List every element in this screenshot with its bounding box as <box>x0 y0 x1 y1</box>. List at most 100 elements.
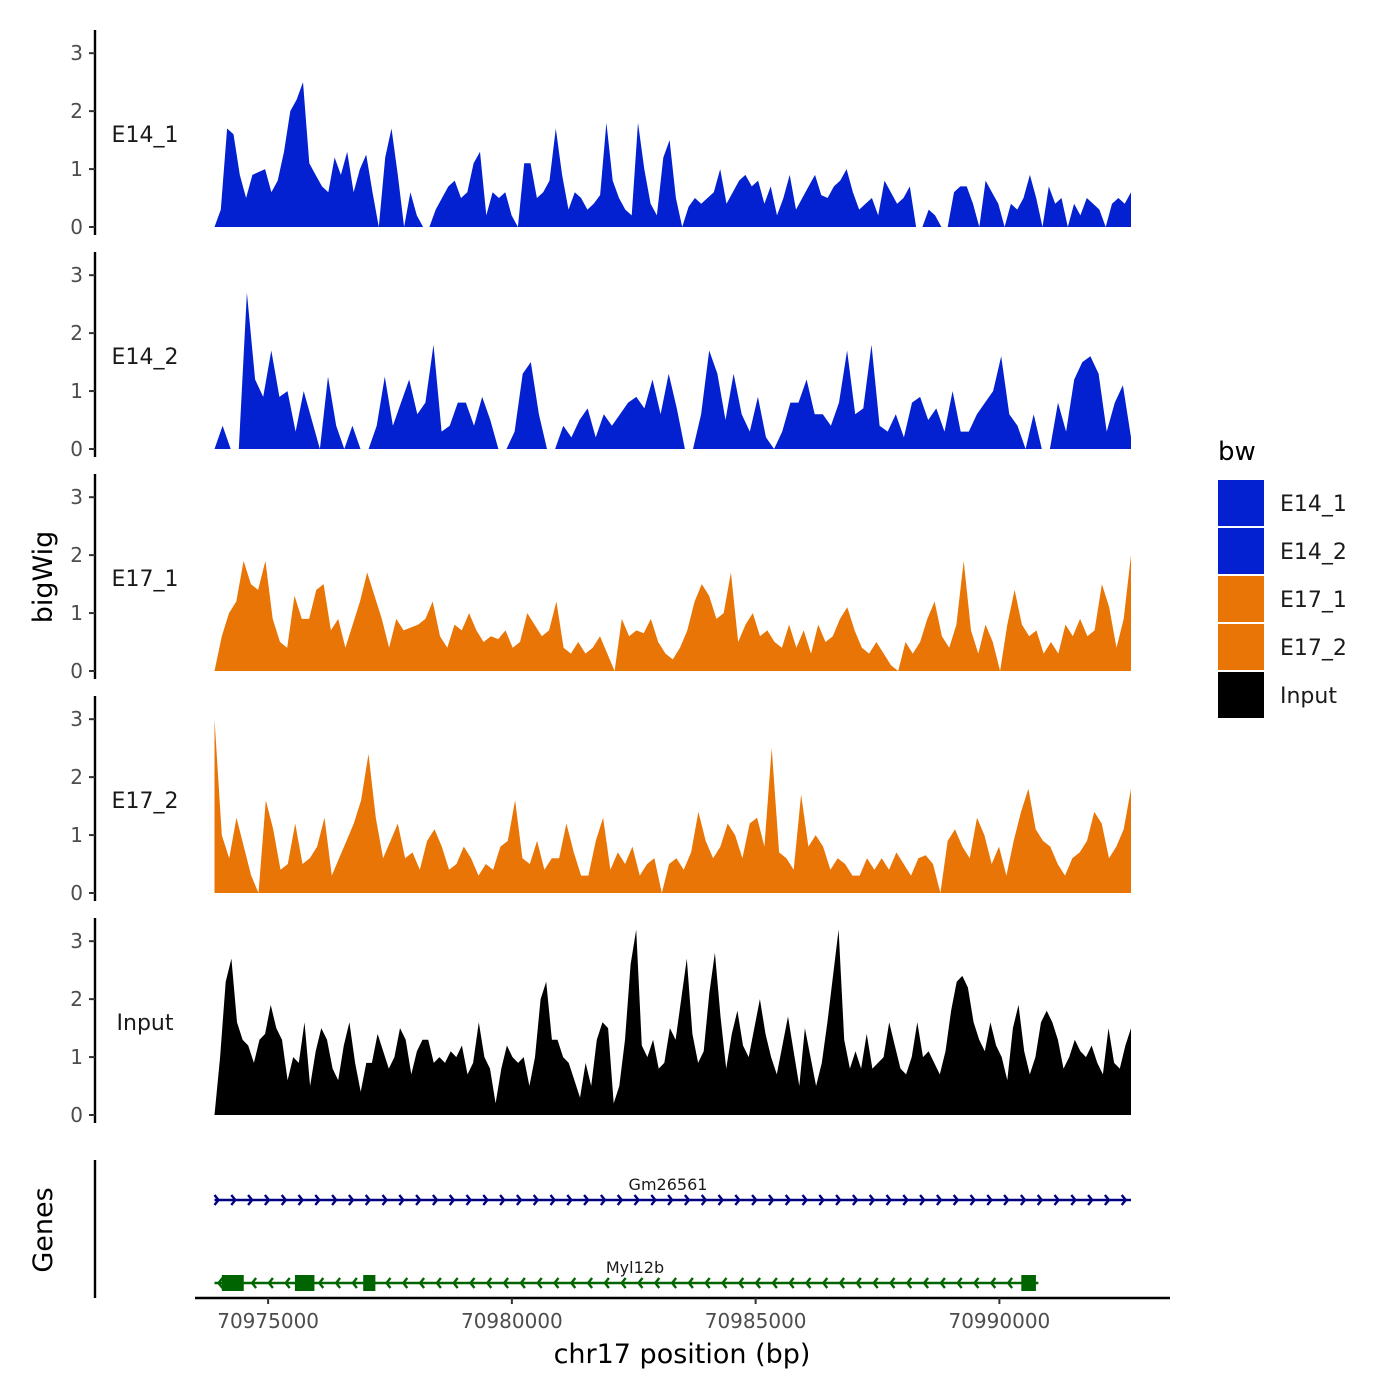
strand-arrow <box>734 1194 741 1206</box>
exon <box>1021 1275 1036 1291</box>
y-tick-label: 1 <box>70 823 83 847</box>
strand-arrow <box>1019 1194 1027 1206</box>
legend-key-E17_2 <box>1218 624 1264 670</box>
legend-key-E14_2 <box>1218 528 1264 574</box>
x-axis: 70975000 70980000 70985000 70990000 <box>195 1296 1170 1333</box>
strand-arrow <box>885 1194 893 1206</box>
y-tick-label: 0 <box>70 881 83 905</box>
strand-arrow <box>939 1277 946 1289</box>
strand-arrow <box>620 1277 627 1289</box>
y-axis-title: bigWig <box>28 531 59 624</box>
y-tick-label: 3 <box>70 41 83 65</box>
strand-arrow <box>636 1277 644 1289</box>
strand-arrow <box>767 1194 775 1206</box>
y-tick-label: 0 <box>70 437 83 461</box>
strand-arrow <box>384 1277 392 1289</box>
legend: bw E14_1 E14_2 E17_1 E17_2 Input <box>1218 437 1347 718</box>
legend-key-E14_1 <box>1218 480 1264 526</box>
strand-arrow <box>616 1194 624 1206</box>
strand-arrow <box>905 1277 913 1289</box>
strand-arrow <box>989 1277 997 1289</box>
track-label: E14_1 <box>112 123 179 148</box>
legend-key-E17_1 <box>1218 576 1264 622</box>
gene-Myl12b: Myl12b <box>214 1258 1039 1291</box>
strand-arrow <box>922 1277 930 1289</box>
strand-arrow <box>801 1194 809 1206</box>
strand-arrow <box>1053 1194 1061 1206</box>
strand-arrow <box>986 1194 993 1206</box>
track-label: E17_1 <box>112 567 179 592</box>
strand-arrow <box>851 1194 859 1206</box>
strand-arrow <box>347 1194 355 1206</box>
strand-arrow <box>515 1194 523 1206</box>
strand-arrow <box>1006 1277 1014 1289</box>
legend-key-Input <box>1218 672 1264 718</box>
strand-arrow <box>855 1277 862 1289</box>
strand-arrow <box>415 1194 422 1206</box>
strand-arrow <box>448 1194 456 1206</box>
strand-arrow <box>1036 1194 1044 1206</box>
strand-arrow <box>331 1194 338 1206</box>
strand-arrow <box>952 1194 960 1206</box>
track-label: Input <box>117 1011 174 1036</box>
y-tick-label: 2 <box>70 543 83 567</box>
strand-arrow <box>351 1277 358 1289</box>
strand-arrow <box>919 1194 926 1206</box>
strand-arrow <box>280 1194 288 1206</box>
strand-arrow <box>650 1194 657 1206</box>
strand-arrow <box>788 1277 795 1289</box>
track-label: E17_2 <box>112 789 179 814</box>
strand-arrow <box>804 1277 812 1289</box>
track-label: E14_2 <box>112 345 179 370</box>
strand-arrow <box>872 1277 879 1289</box>
strand-arrow <box>1087 1194 1094 1206</box>
strand-arrow <box>838 1277 846 1289</box>
strand-arrow <box>835 1194 842 1206</box>
strand-arrow <box>431 1194 439 1206</box>
gene-Gm26561: Gm26561 <box>213 1175 1131 1206</box>
track-E17_2: 0 1 2 3 E17_2 <box>70 696 1131 905</box>
strand-arrow <box>603 1277 610 1289</box>
strand-arrow <box>902 1194 909 1206</box>
strand-arrow <box>818 1194 825 1206</box>
strand-arrow <box>297 1194 305 1206</box>
x-tick-label: 70975000 <box>217 1309 319 1333</box>
strand-arrow <box>435 1277 442 1289</box>
strand-arrow <box>364 1194 372 1206</box>
strand-arrow <box>499 1194 506 1206</box>
y-tick-label: 0 <box>70 1103 83 1127</box>
coverage-area-Input <box>214 929 1131 1115</box>
strand-arrow <box>485 1277 493 1289</box>
strand-arrow <box>267 1277 274 1289</box>
track-E14_2: 0 1 2 3 E14_2 <box>70 252 1131 461</box>
strand-arrow <box>1103 1194 1111 1206</box>
genes-panel-title: Genes <box>28 1187 59 1272</box>
gene-label: Gm26561 <box>629 1175 708 1194</box>
strand-arrow <box>687 1277 694 1289</box>
gene-label: Myl12b <box>606 1258 664 1277</box>
strand-arrow <box>972 1277 980 1289</box>
strand-arrow <box>334 1277 342 1289</box>
strand-arrow <box>737 1277 745 1289</box>
coverage-area-E17_2 <box>214 719 1131 893</box>
strand-arrow <box>284 1277 291 1289</box>
strand-arrow <box>670 1277 678 1289</box>
strand-arrow <box>452 1277 459 1289</box>
strand-arrow <box>868 1194 876 1206</box>
track-E17_1: 0 1 2 3 E17_1 <box>70 474 1131 683</box>
strand-arrow <box>263 1194 271 1206</box>
strand-arrow <box>821 1277 829 1289</box>
y-tick-label: 1 <box>70 157 83 181</box>
y-tick-label: 3 <box>70 263 83 287</box>
strand-arrow <box>700 1194 708 1206</box>
strand-arrow <box>586 1277 594 1289</box>
strand-arrow <box>771 1277 778 1289</box>
strand-arrow <box>1003 1194 1010 1206</box>
strand-arrow <box>969 1194 977 1206</box>
strand-arrow <box>552 1277 560 1289</box>
strand-arrow <box>784 1194 792 1206</box>
strand-arrow <box>381 1194 389 1206</box>
coverage-area-E14_2 <box>214 292 1131 449</box>
coverage-tracks: 0 1 2 3 E14_1 0 1 2 3 E14_2 0 1 2 3 E17_1 0 1 2 3 E17_2 0 1 2 3… <box>70 30 1131 1127</box>
